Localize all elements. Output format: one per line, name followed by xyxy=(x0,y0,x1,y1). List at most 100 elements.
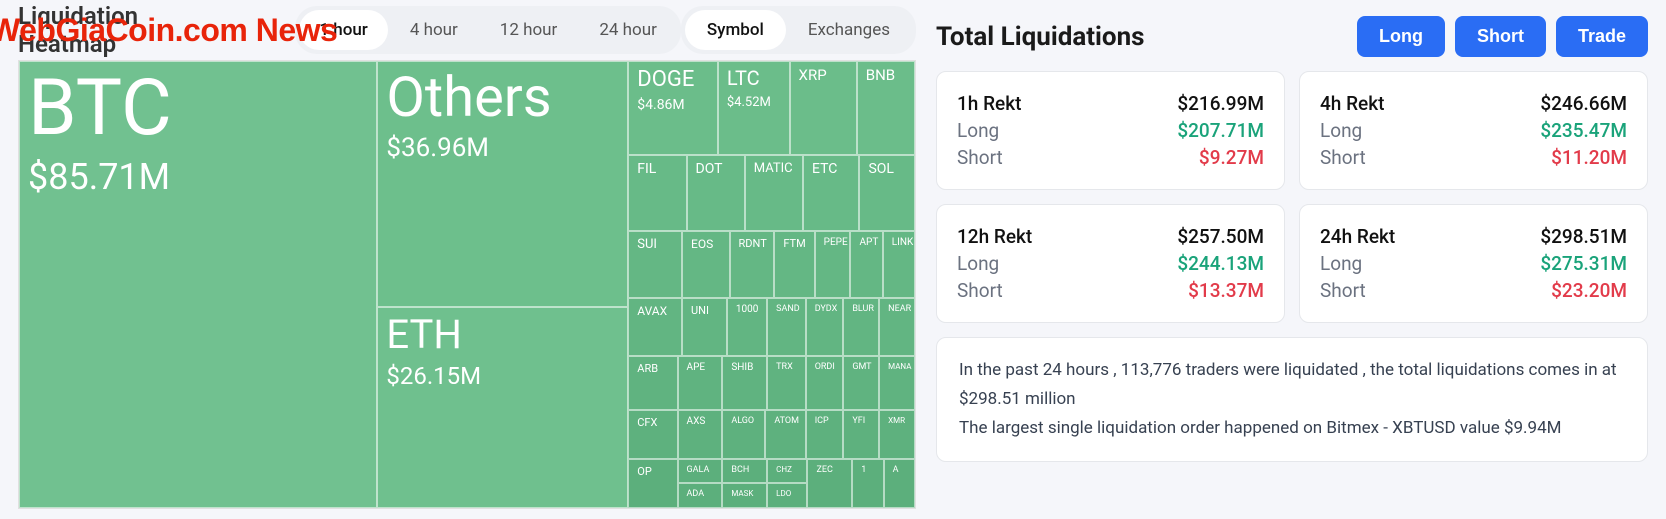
treemap-cell-trx[interactable]: TRX xyxy=(767,356,806,410)
treemap-cell-shib[interactable]: SHIB xyxy=(722,356,767,410)
long-button[interactable]: Long xyxy=(1357,16,1445,57)
treemap-cell-ftm[interactable]: FTM xyxy=(774,231,814,298)
treemap-cell-sui[interactable]: SUI xyxy=(628,231,682,298)
treemap-cell-label: ALGO xyxy=(731,417,756,426)
card-value: $11.20M xyxy=(1551,146,1627,169)
treemap-cell-zec[interactable]: ZEC xyxy=(807,459,852,508)
treemap-cell-label: ZEC xyxy=(816,466,843,475)
treemap-cell-uni[interactable]: UNI xyxy=(682,298,727,356)
treemap-cell-yfi[interactable]: YFI xyxy=(843,410,879,459)
treemap-cell-etc[interactable]: ETC xyxy=(803,155,859,231)
trade-button[interactable]: Trade xyxy=(1556,16,1648,57)
treemap-cell-apt[interactable]: APT xyxy=(850,231,882,298)
treemap-cell-axs[interactable]: AXS xyxy=(678,410,723,459)
treemap-cell-arb[interactable]: ARB xyxy=(628,356,677,410)
treemap-cell-label: XMR xyxy=(888,417,906,425)
treemap-cell-rdnt[interactable]: RDNT xyxy=(730,231,775,298)
time-tab-1-hour[interactable]: 1 hour xyxy=(299,10,387,50)
treemap-cell-value: $36.96M xyxy=(386,133,619,163)
treemap-cell-algo[interactable]: ALGO xyxy=(722,410,765,459)
treemap-cell-bnb[interactable]: BNB xyxy=(857,61,915,155)
treemap-cell-label: MANA xyxy=(888,363,906,371)
treemap-cell-value: $4.86M xyxy=(637,97,709,113)
treemap-cell-eos[interactable]: EOS xyxy=(682,231,729,298)
treemap-cell-op[interactable]: OP xyxy=(628,459,677,508)
time-tab-12-hour[interactable]: 12 hour xyxy=(480,10,578,50)
treemap-cell-label: ARB xyxy=(637,363,668,375)
treemap-cell-matic[interactable]: MATIC xyxy=(745,155,803,231)
treemap-cell-dydx[interactable]: DYDX xyxy=(806,298,844,356)
treemap-cell-xrp[interactable]: XRP xyxy=(790,61,857,155)
treemap-cell-atom[interactable]: ATOM xyxy=(765,410,805,459)
treemap-cell-bch[interactable]: BCH xyxy=(722,459,767,484)
treemap-cell-ldo[interactable]: LDO xyxy=(767,483,807,508)
treemap-cell-label: BTC xyxy=(28,68,368,150)
treemap-cell-label: A xyxy=(893,466,906,475)
card-label: Short xyxy=(957,146,1003,169)
card-value: $298.51M xyxy=(1540,225,1627,248)
treemap-cell-label: DOGE xyxy=(637,68,709,91)
treemap-cell-label: LDO xyxy=(776,490,798,498)
card-label: Long xyxy=(957,252,999,275)
treemap-cell-label: ORDI xyxy=(815,363,835,372)
card-value: $257.50M xyxy=(1177,225,1264,248)
treemap-cell-value: $26.15M xyxy=(386,362,619,390)
treemap-cell-label: DYDX xyxy=(815,305,835,314)
time-tab-24-hour[interactable]: 24 hour xyxy=(579,10,677,50)
treemap-cell-a[interactable]: A xyxy=(884,459,915,508)
treemap-cell-label: OP xyxy=(637,466,668,478)
treemap-cell-doge[interactable]: DOGE $4.86M xyxy=(628,61,718,155)
short-button[interactable]: Short xyxy=(1455,16,1546,57)
treemap-cell-eth[interactable]: ETH$26.15M xyxy=(377,307,628,508)
treemap-cell-label: SUI xyxy=(637,238,673,252)
treemap-cell-near[interactable]: NEAR xyxy=(879,298,915,356)
treemap-cell-label: ETC xyxy=(812,162,850,177)
heatmap-topbar: Liquidation Heatmap 1 hour4 hour12 hour2… xyxy=(18,0,916,60)
card-value: $244.13M xyxy=(1177,252,1264,275)
card-label: 24h Rekt xyxy=(1320,225,1395,248)
treemap-cell-btc[interactable]: BTC$85.71M xyxy=(19,61,377,508)
liquidation-treemap: BTC$85.71MOthers$36.96METH$26.15M DOGE $4.… xyxy=(18,60,916,509)
time-tab-4-hour[interactable]: 4 hour xyxy=(390,10,478,50)
treemap-cell-ordi[interactable]: ORDI xyxy=(806,356,844,410)
card-value: $216.99M xyxy=(1177,92,1264,115)
treemap-cell-sand[interactable]: SAND xyxy=(767,298,806,356)
treemap-cell-chz[interactable]: CHZ xyxy=(767,459,807,484)
treemap-cell-others[interactable]: Others$36.96M xyxy=(377,61,628,307)
treemap-cell-icp[interactable]: ICP xyxy=(806,410,844,459)
treemap-cell-gmt[interactable]: GMT xyxy=(843,356,879,410)
treemap-cell-label: EOS xyxy=(691,238,720,251)
action-buttons: LongShortTrade xyxy=(1357,16,1648,57)
heatmap-title: Liquidation Heatmap xyxy=(18,2,231,58)
treemap-cell-blur[interactable]: BLUR xyxy=(843,298,879,356)
view-tab-exchanges[interactable]: Exchanges xyxy=(786,10,912,50)
treemap-cell-avax[interactable]: AVAX xyxy=(628,298,682,356)
treemap-cell-mana[interactable]: MANA xyxy=(879,356,915,410)
rekt-card-12h-rekt: 12h Rekt$257.50MLong$244.13MShort$13.37M xyxy=(936,204,1285,323)
treemap-cell-label: XRP xyxy=(799,68,848,84)
treemap-cell-fil[interactable]: FIL xyxy=(628,155,686,231)
card-label: Long xyxy=(957,119,999,142)
card-label: Short xyxy=(1320,279,1366,302)
treemap-cell-gala[interactable]: GALA xyxy=(678,459,723,484)
card-label: Long xyxy=(1320,119,1362,142)
treemap-cell-link[interactable]: LINK xyxy=(883,231,915,298)
treemap-cell-ape[interactable]: APE xyxy=(678,356,723,410)
treemap-cell-cfx[interactable]: CFX xyxy=(628,410,677,459)
view-mode-tabs: SymbolExchanges xyxy=(681,6,916,54)
treemap-cell-label: 1000 xyxy=(736,305,758,316)
treemap-cell-sol[interactable]: SOL xyxy=(859,155,915,231)
treemap-cell-label: SOL xyxy=(868,162,906,177)
treemap-cell-mask[interactable]: MASK xyxy=(722,483,767,508)
treemap-cell-label: CHZ xyxy=(776,466,798,474)
treemap-cell-xmr[interactable]: XMR xyxy=(879,410,915,459)
treemap-cell-pepe[interactable]: PEPE xyxy=(815,231,851,298)
treemap-cell-1000[interactable]: 1000 xyxy=(727,298,767,356)
treemap-cell-ltc[interactable]: LTC$4.52M xyxy=(718,61,790,155)
view-tab-symbol[interactable]: Symbol xyxy=(685,10,786,50)
treemap-cell-1[interactable]: 1 xyxy=(852,459,883,508)
rekt-card-1h-rekt: 1h Rekt$216.99MLong$207.71MShort$9.27M xyxy=(936,71,1285,190)
treemap-cell-dot[interactable]: DOT xyxy=(687,155,745,231)
treemap-cell-ada[interactable]: ADA xyxy=(678,483,723,508)
card-label: 1h Rekt xyxy=(957,92,1021,115)
